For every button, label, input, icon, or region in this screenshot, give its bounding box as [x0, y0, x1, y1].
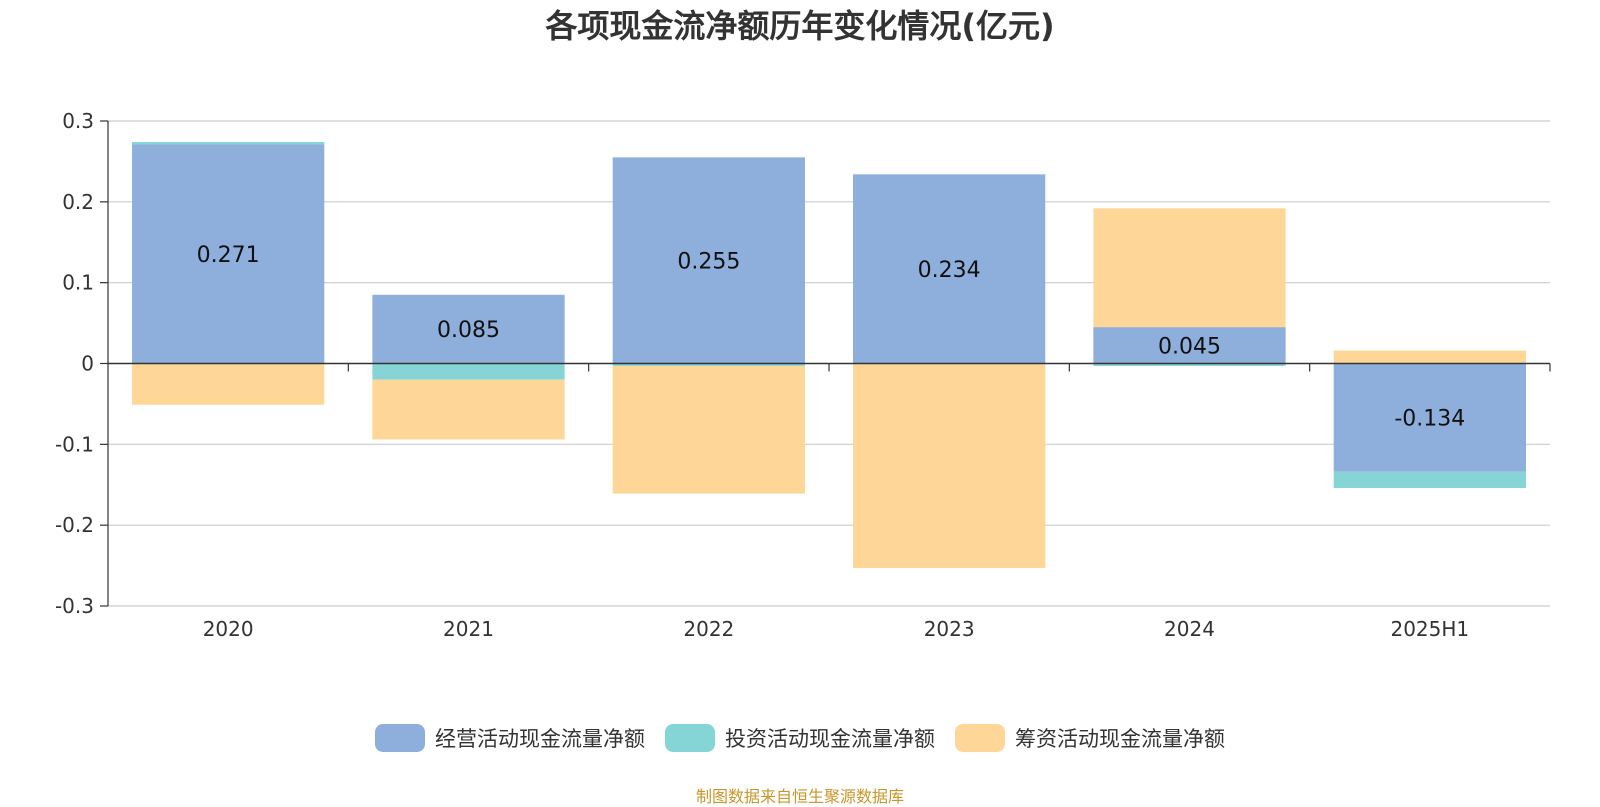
- legend-item-investing[interactable]: 投资活动现金流量净额: [665, 723, 935, 753]
- bar-经营活动现金流量净额-2023: [853, 174, 1046, 364]
- x-tick-label: 2025H1: [1390, 617, 1469, 641]
- bar-投资活动现金流量净额-2021: [372, 363, 565, 380]
- x-tick-label: 2020: [203, 617, 254, 641]
- bar-经营活动现金流量净额-2025H1: [1333, 363, 1526, 472]
- bar-经营活动现金流量净额-2020: [132, 144, 325, 364]
- bar-经营活动现金流量净额-2022: [612, 157, 805, 364]
- bar-经营活动现金流量净额-2021: [372, 294, 565, 364]
- y-tick-label: 0.1: [62, 271, 94, 295]
- legend-swatch-financing: [955, 724, 1005, 752]
- x-tick-label: 2024: [1164, 617, 1215, 641]
- chart-title: 各项现金流净额历年变化情况(亿元): [545, 7, 1055, 45]
- axis-layer: 0.3 0.2 0.1 0 -0.1 -0.2 -0.3: [55, 109, 1551, 618]
- legend-item-financing[interactable]: 筹资活动现金流量净额: [955, 723, 1225, 753]
- bar-筹资活动现金流量净额-2022: [612, 365, 805, 494]
- bar-value-label: 0.085: [437, 318, 500, 343]
- bar-筹资活动现金流量净额-2023: [853, 363, 1046, 569]
- bar-value-label: 0.045: [1158, 334, 1221, 359]
- bar-经营活动现金流量净额-2024: [1093, 327, 1286, 364]
- bar-value-label: 0.234: [918, 258, 981, 283]
- legend-label-operating: 经营活动现金流量净额: [435, 727, 645, 751]
- bar-投资活动现金流量净额-2020: [132, 142, 325, 145]
- grid-layer: [108, 120, 1550, 607]
- bar-value-label: -0.134: [1394, 407, 1465, 432]
- bar-投资活动现金流量净额-2024: [1093, 363, 1286, 366]
- y-tick-label: 0.3: [62, 109, 94, 133]
- bar-value-label: 0.255: [677, 249, 740, 274]
- bar-value-label: 0.271: [197, 243, 260, 268]
- legend-swatch-operating: [375, 724, 425, 752]
- bar-投资活动现金流量净额-2025H1: [1333, 471, 1526, 488]
- bar-筹资活动现金流量净额-2021: [372, 379, 565, 440]
- legend: 经营活动现金流量净额 投资活动现金流量净额 筹资活动现金流量净额: [0, 723, 1600, 753]
- bar-筹资活动现金流量净额-2020: [132, 363, 325, 405]
- y-tick-label: -0.2: [55, 513, 94, 537]
- x-tick-label: 2022: [683, 617, 734, 641]
- bar-layer: [132, 142, 1526, 569]
- y-tick-label: 0: [81, 352, 94, 376]
- y-tick-label: -0.3: [55, 594, 94, 618]
- bar-筹资活动现金流量净额-2024: [1093, 208, 1286, 328]
- y-tick-label: -0.1: [55, 432, 94, 456]
- x-tick-label: 2021: [443, 617, 494, 641]
- label-layer: 0.271 2020 0.085 2021 0.255 2022 0.234 2023 0.04…: [197, 243, 1469, 641]
- legend-label-financing: 筹资活动现金流量净额: [1015, 727, 1225, 751]
- legend-swatch-investing: [665, 724, 715, 752]
- source-note: 制图数据来自恒生聚源数据库: [695, 787, 904, 806]
- bar-筹资活动现金流量净额-2025H1: [1333, 350, 1526, 364]
- x-tick-label: 2023: [924, 617, 975, 641]
- bar-投资活动现金流量净额-2022: [612, 363, 805, 366]
- y-tick-label: 0.2: [62, 190, 94, 214]
- legend-item-operating[interactable]: 经营活动现金流量净额: [375, 723, 645, 753]
- legend-label-investing: 投资活动现金流量净额: [725, 727, 935, 751]
